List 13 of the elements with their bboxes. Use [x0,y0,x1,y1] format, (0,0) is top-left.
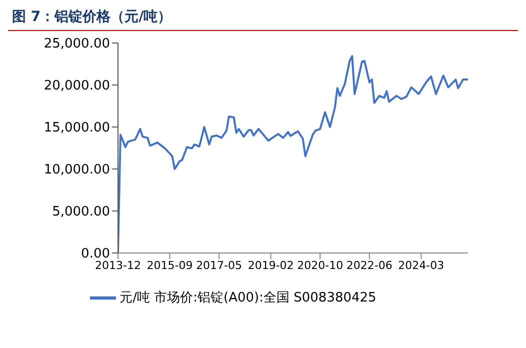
x-tick-label: 2020-10 [297,258,344,272]
y-tick-label: 10,000.00 [44,162,110,178]
y-tick-label: 5,000.00 [52,204,110,220]
x-tick-label: 2015-09 [146,258,193,272]
chart-title: 图 7：铝锭价格（元/吨） [8,8,518,31]
legend-label: 元/吨 市场价:铝锭(A00):全国 S008380425 [120,290,376,306]
x-tick-label: 2022-06 [346,258,392,272]
y-tick-label: 20,000.00 [44,78,110,94]
y-tick-label: 15,000.00 [44,120,110,136]
y-tick-label: 25,000.00 [44,36,110,52]
x-tick-label: 2024-03 [398,258,444,272]
x-tick-label: 2017-05 [196,258,242,272]
x-tick-label: 2019-02 [248,258,294,272]
